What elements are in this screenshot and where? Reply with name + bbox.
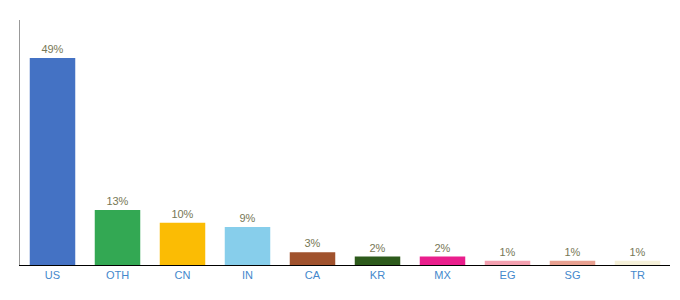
svg-text:TR: TR <box>630 269 645 281</box>
svg-text:1%: 1% <box>564 246 580 258</box>
svg-text:1%: 1% <box>499 246 515 258</box>
svg-text:13%: 13% <box>106 195 128 207</box>
svg-text:3%: 3% <box>304 237 320 249</box>
svg-text:OTH: OTH <box>106 269 129 281</box>
svg-text:CA: CA <box>305 269 321 281</box>
svg-text:1%: 1% <box>629 246 645 258</box>
svg-text:10%: 10% <box>171 208 193 220</box>
svg-text:EG: EG <box>500 269 516 281</box>
svg-text:2%: 2% <box>434 242 450 254</box>
svg-text:US: US <box>45 269 60 281</box>
svg-text:SG: SG <box>565 269 581 281</box>
svg-text:MX: MX <box>434 269 451 281</box>
svg-text:9%: 9% <box>239 212 255 224</box>
svg-text:KR: KR <box>370 269 385 281</box>
svg-text:IN: IN <box>242 269 253 281</box>
svg-text:CN: CN <box>175 269 191 281</box>
svg-text:2%: 2% <box>369 242 385 254</box>
svg-text:49%: 49% <box>41 43 63 55</box>
